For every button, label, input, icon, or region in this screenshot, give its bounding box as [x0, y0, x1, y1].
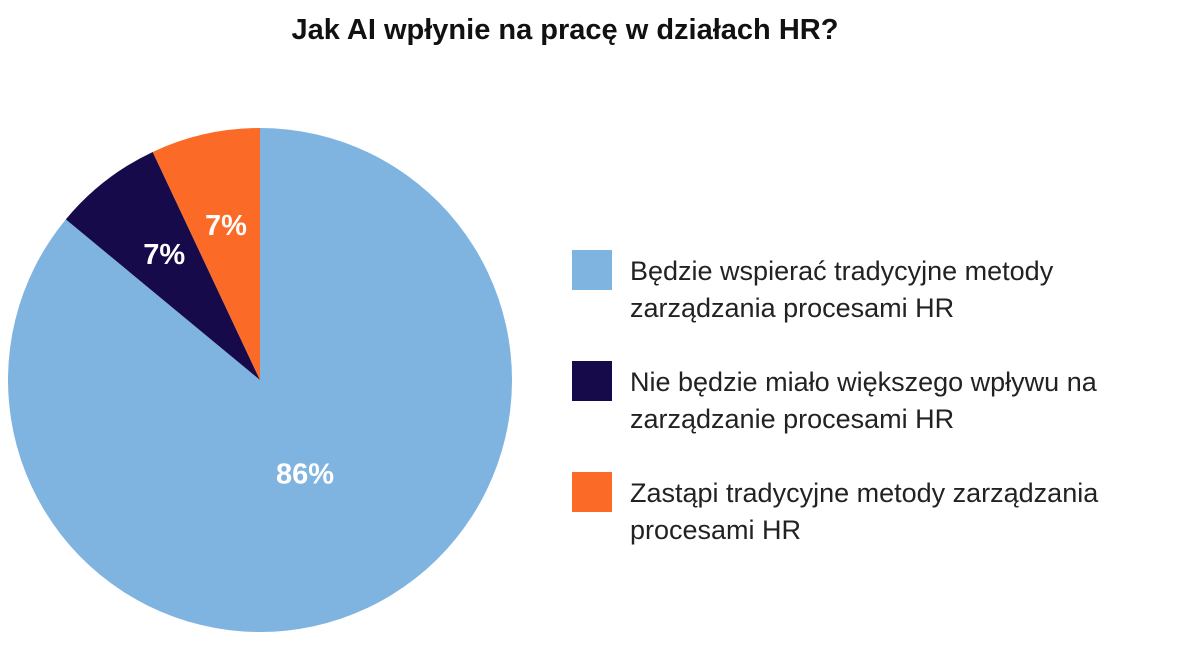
slice-label-no-impact: 7% [143, 239, 185, 271]
legend-item-support: Będzie wspierać tradycyjne metody zarząd… [572, 250, 1172, 327]
legend-item-no-impact: Nie będzie miało większego wpływu na zar… [572, 361, 1172, 438]
legend-label-no-impact: Nie będzie miało większego wpływu na zar… [630, 367, 1097, 434]
pie-slice-no-impact [65, 151, 261, 380]
legend-swatch-replace [572, 472, 612, 512]
slice-label-replace: 7% [205, 210, 247, 242]
slice-label-support: 86% [276, 458, 334, 490]
pie-chart: 86% 7% 7% [8, 128, 513, 632]
legend-item-replace: Zastąpi tradycyjne metody zarządzania pr… [572, 472, 1172, 549]
legend-swatch-support [572, 250, 612, 290]
legend-label-replace: Zastąpi tradycyjne metody zarządzania pr… [630, 478, 1099, 545]
pie-slice-replace [152, 128, 260, 380]
pie-slice-support [8, 128, 513, 632]
legend: Będzie wspierać tradycyjne metody zarząd… [572, 250, 1172, 586]
chart-title: Jak AI wpłynie na pracę w działach HR? [291, 14, 839, 46]
legend-swatch-no-impact [572, 361, 612, 401]
legend-label-support: Będzie wspierać tradycyjne metody zarząd… [630, 256, 1054, 323]
